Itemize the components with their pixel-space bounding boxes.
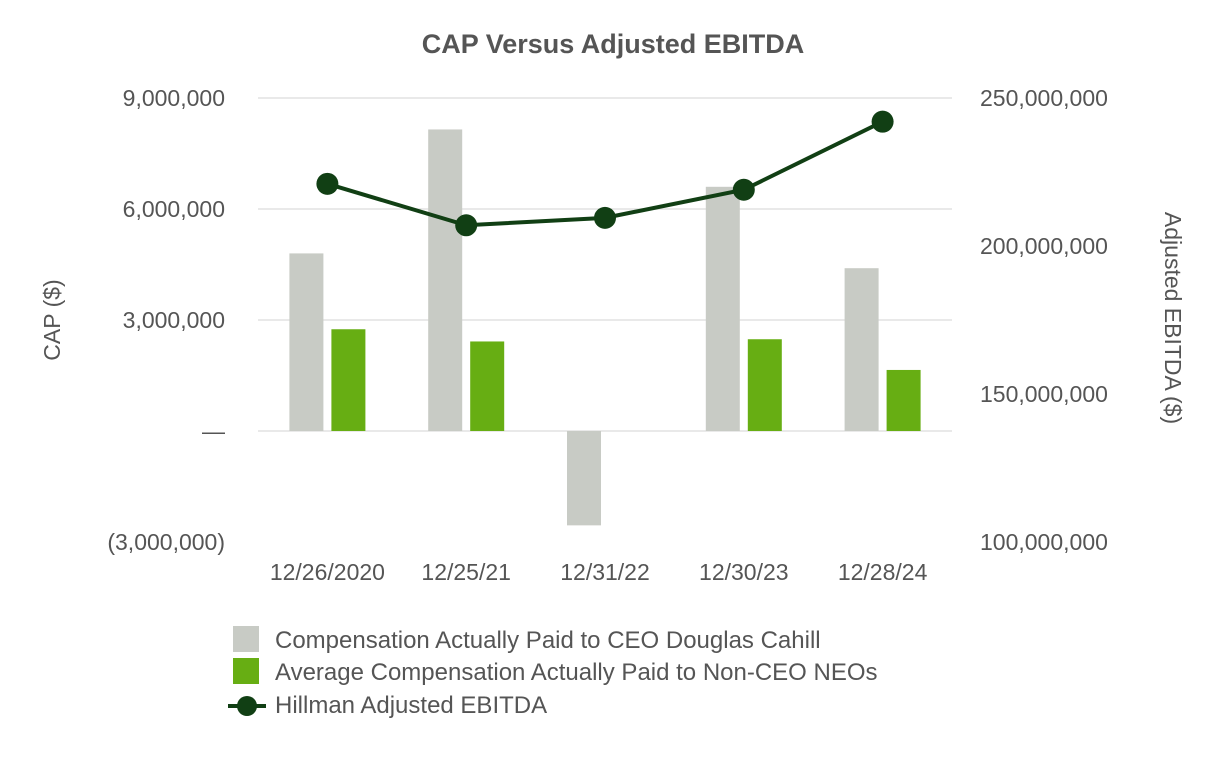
ebitda-point [455,214,478,237]
right-axis-label: Adjusted EBITDA ($) [1160,212,1186,424]
left-axis-label: CAP ($) [39,279,65,360]
legend-marker-ebitda [237,696,257,716]
category-label: 12/28/24 [838,559,928,585]
category-label: 12/26/2020 [270,559,385,585]
category-label: 12/30/23 [699,559,789,585]
left-tick-label: 9,000,000 [123,85,225,111]
left-tick-label: 6,000,000 [123,196,225,222]
bars [289,129,921,526]
bar-neo [747,339,782,431]
left-axis-ticks: 9,000,000 6,000,000 3,000,000 — (3,000,000) [107,85,225,555]
legend-label-ebitda: Hillman Adjusted EBITDA [275,692,547,719]
legend-label-ceo: Compensation Actually Paid to CEO Dougla… [275,627,821,654]
bar-ceo [844,268,879,431]
ebitda-point [316,172,339,195]
right-tick-label: 100,000,000 [980,529,1108,555]
chart-title: CAP Versus Adjusted EBITDA [422,29,805,59]
bar-neo [470,341,505,431]
ebitda-point [594,206,616,229]
right-tick-label: 150,000,000 [980,381,1108,407]
left-tick-label: (3,000,000) [107,529,225,555]
left-tick-label: — [202,418,225,444]
ebitda-line [316,110,894,237]
legend-swatch-ceo [233,626,259,652]
ebitda-point [732,178,755,201]
legend-label-neo: Average Compensation Actually Paid to No… [275,659,878,686]
ebitda-point [871,110,894,133]
bar-ceo [289,253,324,431]
legend-swatch-neo [233,658,259,684]
category-label: 12/31/22 [560,559,650,585]
bar-ceo [428,129,463,431]
right-tick-label: 200,000,000 [980,233,1108,259]
gridlines [258,97,952,432]
category-label: 12/25/21 [421,559,511,585]
left-tick-label: 3,000,000 [123,307,225,333]
bar-ceo [705,186,740,431]
bar-neo [331,329,366,431]
bar-ceo [567,431,601,526]
legend: Compensation Actually Paid to CEO Dougla… [228,626,878,719]
right-tick-label: 250,000,000 [980,85,1108,111]
category-labels: 12/26/2020 12/25/21 12/31/22 12/30/23 12/28/… [270,559,928,585]
right-axis-ticks: 250,000,000 200,000,000 150,000,000 100,000… [980,85,1108,555]
bar-neo [886,369,921,431]
